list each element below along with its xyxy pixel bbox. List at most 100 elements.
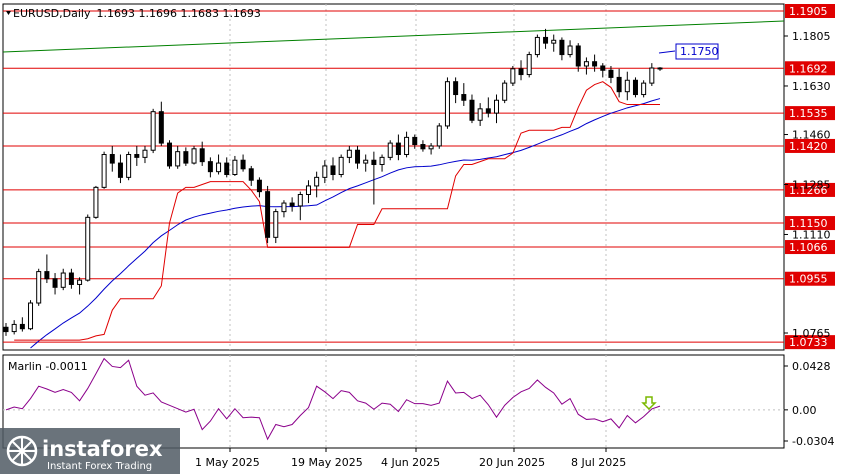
candle-body-bear	[518, 68, 524, 76]
candle	[207, 157, 213, 178]
candle-body-bear	[256, 179, 262, 193]
candle	[117, 154, 123, 184]
candle	[608, 65, 614, 84]
level-label: 1.1420	[789, 140, 828, 153]
candle	[420, 140, 426, 152]
x-tick-label: 19 May 2025	[291, 456, 363, 469]
candle-body-bull	[624, 79, 630, 93]
candle	[297, 191, 303, 221]
candle	[428, 143, 434, 155]
y-tick-label: 1.1805	[792, 30, 831, 43]
candle-body-bull	[305, 185, 311, 195]
candle-body-bear	[134, 154, 140, 158]
collapse-triangle-icon[interactable]	[6, 11, 11, 15]
candle	[461, 83, 467, 106]
level-label-bg	[785, 216, 835, 231]
candle-body-bear	[543, 36, 549, 44]
candle	[52, 273, 58, 295]
level-label: 1.0955	[789, 273, 828, 286]
candle	[534, 34, 540, 58]
candle	[575, 43, 581, 72]
candle-body-bear	[240, 159, 246, 170]
level-label-bg	[785, 240, 835, 255]
candle	[518, 60, 524, 81]
candle-body-bear	[412, 136, 418, 146]
candle-body-bear	[265, 191, 271, 238]
candle	[224, 157, 230, 178]
candle	[387, 140, 393, 161]
candle	[395, 134, 401, 161]
candle-body-bull	[567, 45, 573, 56]
osc-y-tick-label: 0.00	[792, 404, 817, 417]
candle	[28, 300, 34, 331]
candle-body-bear	[52, 278, 58, 288]
x-tick-label: 20 Jun 2025	[479, 456, 545, 469]
candle-body-bear	[632, 79, 638, 96]
candle-body-bear	[207, 161, 213, 173]
candle-body-bear	[117, 162, 123, 178]
candle-body-bear	[167, 142, 172, 167]
horizontal-levels: 1.1905 1.1692 1.1535 1.1420 1.1266 1.1150 1.10…	[3, 4, 835, 350]
candle-body-bull	[379, 156, 385, 166]
level-label: 1.1535	[789, 107, 828, 120]
candle-body-bear	[330, 165, 336, 176]
candle	[363, 154, 369, 172]
candle-body-bull	[322, 165, 328, 178]
x-tick-label: 4 Jun 2025	[381, 456, 440, 469]
candle	[167, 140, 172, 169]
candle	[36, 268, 42, 306]
candle	[3, 323, 9, 336]
candle	[624, 71, 630, 101]
osc-y-tick-label: -0.0304	[792, 435, 834, 448]
candle	[44, 254, 50, 284]
candle-body-bear	[199, 148, 205, 163]
candle	[273, 208, 279, 244]
candle-body-bull	[175, 151, 181, 167]
candle-body-bull	[216, 162, 222, 173]
candle	[248, 165, 254, 186]
candle	[379, 154, 385, 172]
candle-body-bear	[109, 154, 115, 164]
candle-body-bear	[453, 81, 459, 96]
time-axis: 1 May 2025 19 May 2025 4 Jun 2025 20 Jun 20…	[195, 448, 626, 469]
candle-body-bear	[19, 323, 25, 330]
candle-body-bear	[158, 111, 164, 144]
level-label-bg	[785, 271, 835, 286]
overlay-lines	[2, 20, 785, 349]
candle	[322, 160, 328, 184]
candle	[330, 157, 336, 181]
candle-body-bear	[559, 39, 565, 56]
candle	[436, 123, 442, 149]
candle-body-bull	[77, 279, 83, 285]
candle	[305, 180, 311, 204]
candle-body-bear	[485, 108, 491, 114]
candle-body-bear	[248, 168, 254, 181]
candle	[77, 277, 83, 295]
candle-body-bull	[583, 61, 589, 67]
price-axis: 1.1805 1.1630 1.1460 1.1285 1.1110 1.0765 0.04…	[784, 30, 834, 448]
candle	[494, 94, 499, 124]
candle-body-bull	[551, 39, 557, 44]
candle-body-bull	[428, 145, 434, 150]
candle	[444, 77, 450, 129]
candle	[183, 147, 189, 166]
level-label: 1.1266	[789, 184, 828, 197]
candle-body-bull	[28, 302, 34, 330]
candle-body-bear	[183, 151, 189, 164]
candle-body-bear	[575, 45, 581, 67]
callout-box	[675, 43, 719, 60]
level-label-bg	[785, 61, 835, 76]
candle-body-bull	[477, 108, 483, 121]
candle	[657, 67, 663, 71]
candle	[289, 197, 295, 212]
candle-body-bear	[469, 99, 475, 121]
candle-body-bear	[616, 76, 622, 93]
candle-body-bull	[281, 202, 287, 213]
candle-body-bull	[502, 82, 508, 101]
candle-body-bull	[11, 323, 17, 333]
candle	[477, 103, 483, 126]
candle	[216, 154, 222, 175]
symbol-label: EURUSD,Daily 1.1693 1.1696 1.1683 1.1693	[13, 7, 261, 20]
candle	[60, 268, 66, 291]
